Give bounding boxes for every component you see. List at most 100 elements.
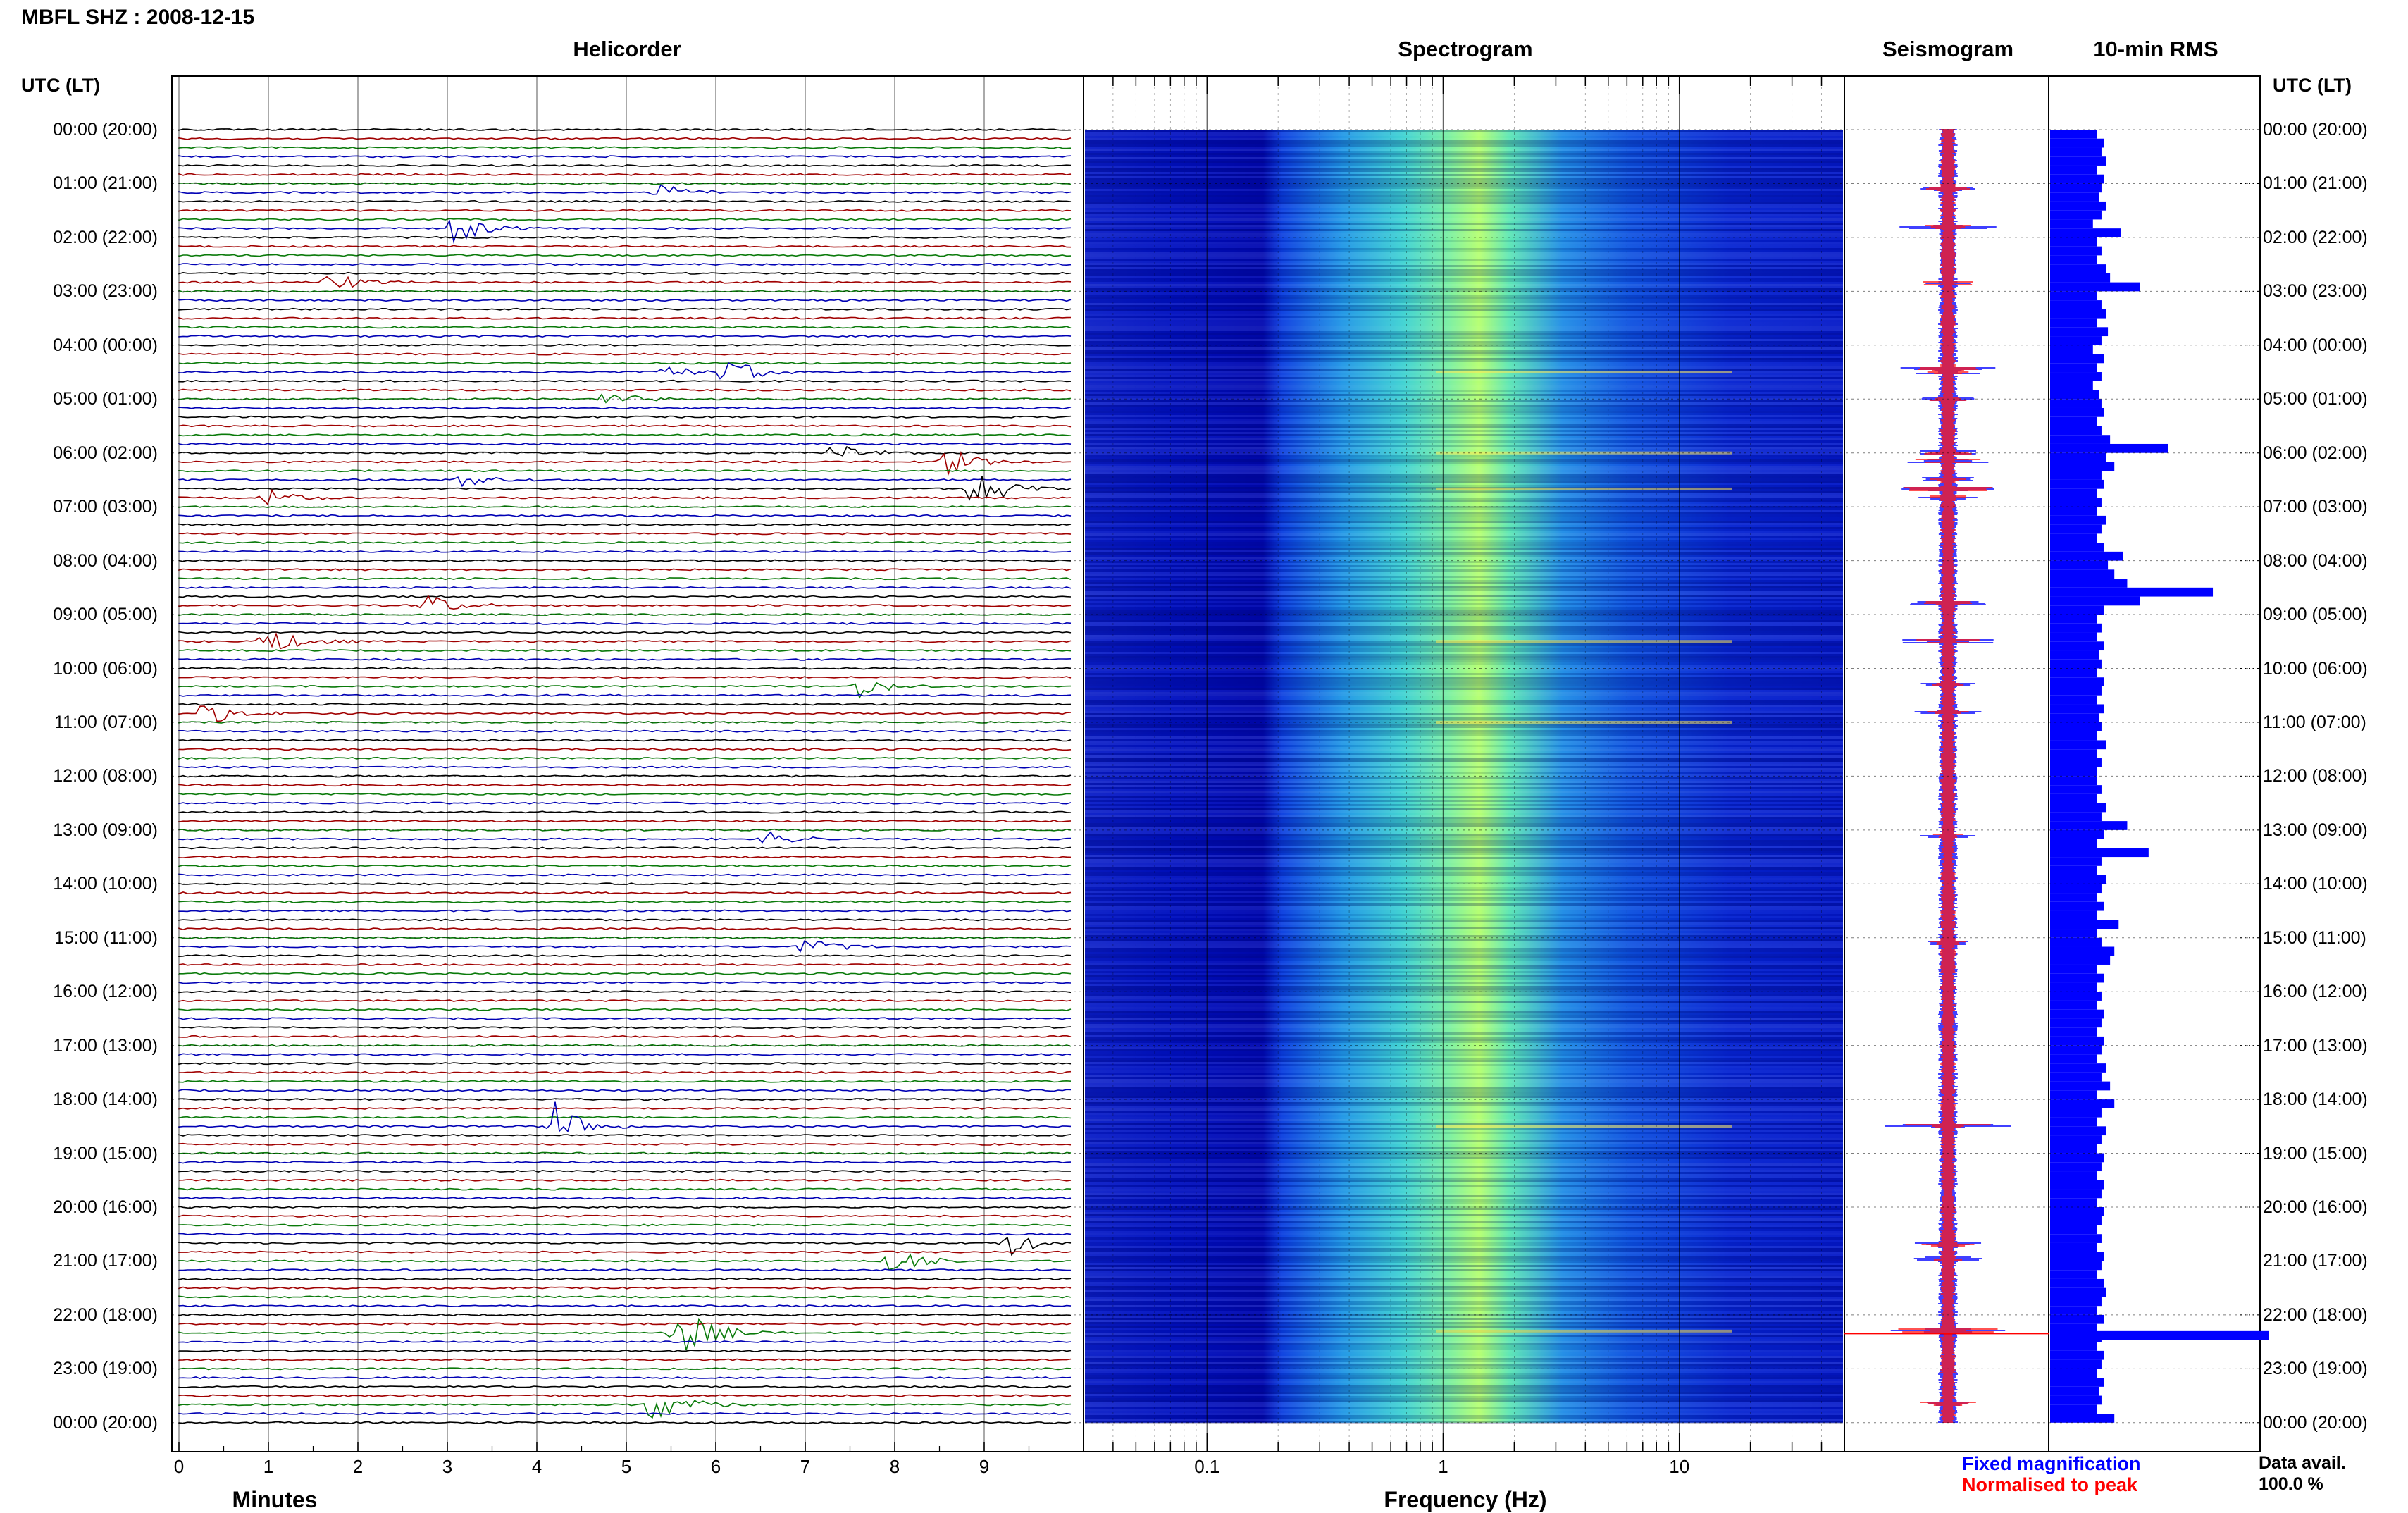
spectrogram-row [1085,151,1843,153]
spectrogram-row [1085,713,1843,715]
spectrogram-row [1085,284,1843,286]
helicorder-trace [178,276,1072,288]
spectrogram-row [1085,415,1843,417]
spectrogram-row [1085,157,1843,159]
spectrogram-row [1085,1286,1843,1288]
rms-bar [2050,1278,2104,1288]
spectrogram-row [1085,741,1843,743]
spectrogram-row [1085,540,1843,542]
spectrogram-event [1436,640,1732,643]
rms-bar [2050,533,2097,543]
spectrogram-row [1085,132,1843,134]
spectrogram-row [1085,665,1843,667]
spectrogram-row [1085,314,1843,316]
helicorder-trace [178,972,1072,975]
spectrogram-row [1085,1191,1843,1193]
spectrogram-row [1085,777,1843,779]
data-avail-label: Data avail. [2259,1453,2346,1473]
spectrogram-row [1085,517,1843,519]
spectrogram-row [1085,273,1843,276]
helicorder-trace [178,514,1072,517]
spectrogram-row [1085,806,1843,808]
spectrogram-row [1085,882,1843,884]
data-avail-value: 100.0 % [2259,1474,2323,1494]
spectrogram-row [1085,819,1843,821]
spectrogram-row [1085,694,1843,696]
spectrogram-row [1085,1151,1843,1153]
spectrogram-row [1085,1134,1843,1136]
spectrogram-row [1085,690,1843,692]
spectrogram-row [1085,1108,1843,1111]
helicorder-trace [178,218,1072,221]
spectrogram-row [1085,221,1843,223]
minute-tick-label: 0 [174,1456,184,1477]
helicorder-trace [178,1286,1072,1290]
spectrogram-row [1085,1026,1843,1028]
spectrogram-row [1085,474,1843,476]
spectrogram-row [1085,1132,1843,1134]
spectrogram-row [1085,504,1843,506]
rms-bar [2050,219,2093,229]
spectrogram-row [1085,770,1843,772]
rms-bar [2050,650,2099,660]
helicorder-trace [178,1268,1072,1272]
rms-bar [2050,1225,2097,1235]
spectrogram-row [1085,1385,1843,1388]
rms-bar [2050,237,2097,247]
time-label-left: 10:00 (06:00) [53,658,158,679]
spectrogram-row [1085,214,1843,216]
helicorder-trace [178,705,1072,722]
rms-bar [2050,264,2106,273]
helicorder-trace [178,927,1072,931]
spectrogram-row [1085,813,1843,815]
rms-bar [2050,345,2093,354]
spectrogram-row [1085,751,1843,753]
spectrogram-row [1085,1415,1843,1417]
spectrogram-row [1085,1011,1843,1013]
rms-bar [2050,1287,2106,1297]
rms-bar [2050,282,2140,292]
spectrogram-row [1085,603,1843,605]
spectrogram-row [1085,1407,1843,1409]
helicorder-trace [178,999,1072,1002]
spectrogram-row [1085,1032,1843,1035]
rms-bar [2050,722,2102,731]
helicorder-trace [178,476,1072,501]
spectrogram-row [1085,1369,1843,1371]
rms-bar [2050,992,2102,1001]
spectrogram-row [1085,1060,1843,1062]
time-label-left: 06:00 (02:00) [53,443,158,463]
rms-bar [2050,138,2104,148]
helicorder-trace [178,756,1072,760]
spectrogram-row [1085,1157,1843,1159]
spectrogram-row [1085,1235,1843,1237]
helicorder-trace [178,1187,1072,1191]
rms-bar [2050,390,2099,400]
time-label-left: 09:00 (05:00) [53,605,158,625]
spectrogram-row [1085,411,1843,413]
rms-bar [2050,758,2102,767]
minute-tick-label: 6 [711,1456,721,1477]
spectrogram-row [1085,218,1843,221]
spectrogram-row [1085,495,1843,498]
spectrogram-row [1085,918,1843,920]
time-label-right: 14:00 (10:00) [2263,874,2368,894]
rms-bar [2050,443,2168,453]
spectrogram-row [1085,984,1843,986]
spectrogram-row [1085,1326,1843,1328]
time-label-left: 12:00 (08:00) [53,766,158,786]
spectrogram-row [1085,1035,1843,1037]
helicorder-trace [178,335,1072,338]
spectrogram-row [1085,994,1843,996]
spectrogram-row [1085,774,1843,777]
spectrogram-row [1085,1009,1843,1011]
spectrogram-row [1085,629,1843,631]
spectrogram-row [1085,445,1843,447]
spectrogram-row [1085,212,1843,214]
spectrogram-row [1085,829,1843,832]
utc-header-left: UTC (LT) [21,75,100,96]
spectrogram-row [1085,1155,1843,1157]
spectrogram-row [1085,595,1843,597]
spectrogram-row [1085,286,1843,288]
spectrogram-row [1085,529,1843,531]
